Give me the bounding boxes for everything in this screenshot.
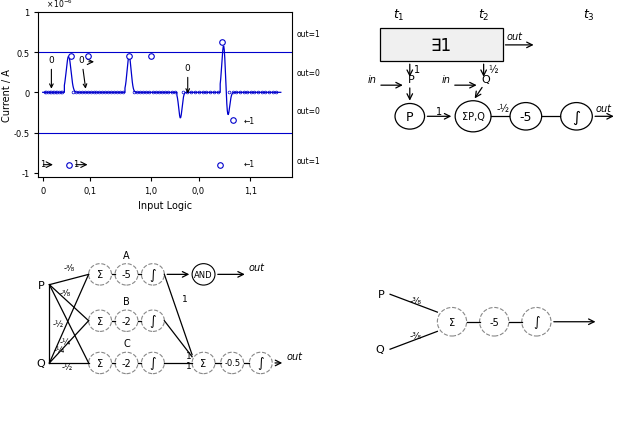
Text: -2: -2 xyxy=(122,358,131,368)
Text: ∫: ∫ xyxy=(150,268,156,281)
Text: in: in xyxy=(367,74,376,84)
Text: ∫: ∫ xyxy=(533,316,540,329)
Text: P: P xyxy=(38,280,45,290)
Text: 1: 1 xyxy=(182,295,188,304)
Text: ΣP,Q: ΣP,Q xyxy=(461,112,484,122)
Text: out=0: out=0 xyxy=(297,69,321,78)
Text: Q: Q xyxy=(481,74,490,84)
Text: -½: -½ xyxy=(52,319,64,328)
Text: P: P xyxy=(408,74,415,84)
Text: out=1: out=1 xyxy=(297,157,321,166)
Text: Q: Q xyxy=(376,344,385,354)
Text: -½: -½ xyxy=(496,104,509,114)
Text: ∫: ∫ xyxy=(257,356,264,369)
Text: Σ: Σ xyxy=(97,316,103,326)
Text: -³⁄₈: -³⁄₈ xyxy=(60,288,70,297)
Text: -³⁄₈: -³⁄₈ xyxy=(410,296,421,305)
Text: ∫: ∫ xyxy=(150,356,156,369)
Text: ∫: ∫ xyxy=(150,314,156,328)
Text: in: in xyxy=(442,74,451,84)
Text: 1: 1 xyxy=(414,65,420,75)
Text: out=0: out=0 xyxy=(297,107,321,116)
Text: $t_3$: $t_3$ xyxy=(583,7,595,22)
Text: 1: 1 xyxy=(40,160,46,169)
Text: 1: 1 xyxy=(436,107,442,117)
Text: $t_1$: $t_1$ xyxy=(394,7,405,22)
Text: -5: -5 xyxy=(490,317,499,327)
Text: out: out xyxy=(595,104,611,114)
Text: Q: Q xyxy=(36,358,45,368)
Text: out: out xyxy=(507,32,523,42)
Text: -³⁄₈: -³⁄₈ xyxy=(63,264,75,273)
Text: $\times\,10^{-6}$: $\times\,10^{-6}$ xyxy=(46,0,73,10)
Text: -5: -5 xyxy=(122,270,131,280)
Text: 0: 0 xyxy=(49,55,54,88)
Text: Σ: Σ xyxy=(449,317,455,327)
Text: ½: ½ xyxy=(488,65,497,75)
Text: 1: 1 xyxy=(186,351,192,360)
Text: ∫: ∫ xyxy=(573,110,580,125)
Text: ←1: ←1 xyxy=(244,160,255,169)
Text: ∃1: ∃1 xyxy=(431,37,452,55)
Text: out=1: out=1 xyxy=(297,30,321,39)
Text: -³⁄₈: -³⁄₈ xyxy=(410,332,421,341)
Text: ←1: ←1 xyxy=(244,117,255,126)
Text: -5: -5 xyxy=(520,111,532,123)
Y-axis label: Current / A: Current / A xyxy=(2,69,12,122)
Text: 0: 0 xyxy=(79,55,87,88)
Text: -¼: -¼ xyxy=(54,346,65,355)
Text: A: A xyxy=(123,250,130,260)
FancyBboxPatch shape xyxy=(380,29,502,62)
Text: 1: 1 xyxy=(73,160,78,169)
Text: Σ: Σ xyxy=(97,270,103,280)
Text: B: B xyxy=(123,297,130,307)
Text: C: C xyxy=(123,339,130,349)
Text: -½: -½ xyxy=(61,362,72,371)
Text: $t_2$: $t_2$ xyxy=(478,7,490,22)
Text: out: out xyxy=(286,351,302,361)
Text: -2: -2 xyxy=(122,316,131,326)
Text: -0.5: -0.5 xyxy=(224,359,240,368)
Text: Σ: Σ xyxy=(97,358,103,368)
Text: out: out xyxy=(249,263,265,273)
Text: Σ: Σ xyxy=(200,358,207,368)
Text: 0: 0 xyxy=(185,64,191,93)
Text: -¼: -¼ xyxy=(59,338,70,347)
Text: P: P xyxy=(406,111,413,123)
Text: AND: AND xyxy=(194,270,213,279)
Text: 1: 1 xyxy=(186,361,192,370)
Text: P: P xyxy=(378,289,385,300)
X-axis label: Input Logic: Input Logic xyxy=(138,201,192,211)
